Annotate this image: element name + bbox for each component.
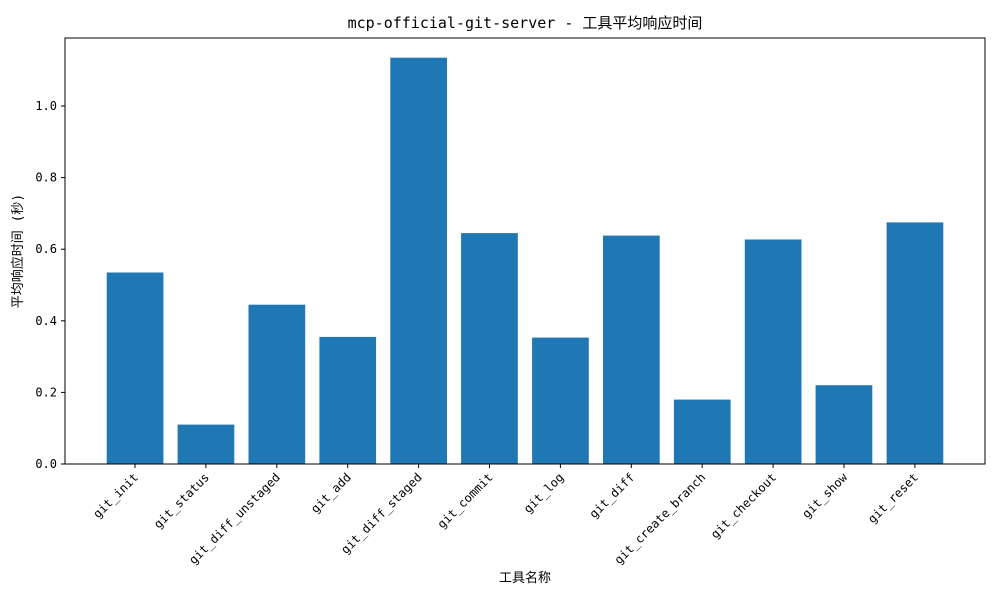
y-tick-label: 0.8 [35, 171, 57, 185]
bar-git_add [319, 336, 377, 464]
bar-git_reset [886, 222, 944, 464]
y-tick-label: 0.2 [35, 385, 57, 399]
y-axis-label: 平均响应时间 (秒) [10, 194, 26, 308]
bar-git_checkout [744, 239, 802, 464]
x-tick-label: git_reset [865, 470, 921, 526]
bar-git_init [106, 272, 164, 464]
bar-git_commit [461, 233, 518, 464]
bar-git_diff_unstaged [248, 304, 306, 464]
x-tick-label: git_init [90, 470, 141, 521]
x-tick-label: git_log [521, 470, 567, 516]
x-tick-label: git_commit [435, 470, 496, 531]
y-tick-label: 0.4 [35, 314, 57, 328]
plot-frame [64, 37, 986, 465]
bar-git_diff [603, 235, 660, 464]
x-tick-label: git_add [308, 470, 354, 516]
y-axis: 0.0 0.2 0.4 0.6 0.8 1.0 [35, 99, 65, 471]
bars-group [106, 57, 944, 464]
y-tick-label: 0.6 [35, 242, 57, 256]
bar-git_show [815, 385, 873, 464]
y-tick-label: 1.0 [35, 99, 57, 113]
y-tick-label: 0.0 [35, 457, 57, 471]
x-tick-label: git_diff_staged [338, 470, 425, 557]
bar-git_diff_staged [390, 57, 447, 464]
x-tick-label: git_diff [587, 470, 638, 521]
bar-git_log [532, 337, 589, 464]
bar-git_status [177, 424, 235, 464]
x-axis-label: 工具名称 [499, 570, 551, 586]
bar-git_create_branch [673, 399, 731, 464]
x-tick-label: git_status [151, 470, 212, 531]
x-tick-label: git_checkout [708, 470, 779, 541]
x-tick-label: git_show [799, 470, 850, 521]
chart-title: mcp-official-git-server - 工具平均响应时间 [348, 14, 703, 32]
